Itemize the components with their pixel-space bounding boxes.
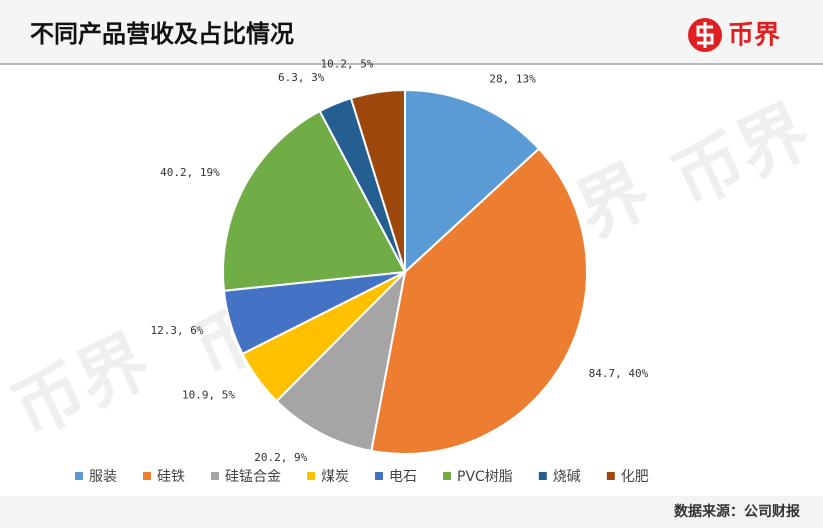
legend-label: 煤炭 — [321, 469, 349, 485]
chart-title: 不同产品营收及占比情况 — [30, 20, 294, 48]
legend-label: 服装 — [89, 469, 117, 485]
legend-swatch — [307, 472, 315, 480]
legend-label: PVC树脂 — [457, 469, 513, 485]
legend-label: 化肥 — [621, 469, 649, 485]
data-label: 10.2, 5% — [321, 57, 374, 70]
pie-slice — [275, 268, 407, 453]
legend-label: 电石 — [389, 469, 417, 485]
legend: 服装 硅铁 硅锰合金 煤炭 电石 PVC树脂 烧碱 化肥 — [75, 469, 649, 485]
legend-swatch — [143, 472, 151, 480]
data-label: 28, 13% — [489, 73, 536, 86]
legend-swatch — [75, 472, 83, 480]
pie-slice — [222, 109, 407, 292]
logo: 币界 — [688, 18, 780, 52]
pie-slice — [404, 88, 541, 275]
logo-glyph — [696, 22, 714, 48]
pie-slice — [349, 88, 406, 273]
footer-bar — [0, 496, 823, 528]
header-bar — [0, 0, 823, 64]
legend-swatch — [538, 472, 547, 480]
data-label: 6.3, 3% — [278, 71, 325, 84]
data-label: 10.9, 5% — [182, 388, 235, 401]
legend-swatch — [211, 472, 219, 480]
legend-label: 硅铁 — [157, 469, 185, 485]
legend-label: 硅锰合金 — [225, 469, 281, 485]
data-label: 12.3, 6% — [150, 324, 203, 337]
data-label: 40.2, 19% — [160, 166, 220, 179]
source-note: 数据来源：公司财报 — [674, 503, 800, 520]
legend-swatch — [375, 472, 383, 480]
pie-slice — [370, 147, 588, 455]
pie: 28, 13% 84.7, 40% 20.2, 9% 10.9, 5% 12.3, 6%… — [150, 57, 648, 463]
logo-text: 币界 — [728, 21, 780, 51]
data-label: 84.7, 40% — [589, 367, 649, 380]
data-label: 20.2, 9% — [254, 451, 307, 464]
legend-swatch — [606, 472, 615, 480]
legend-label: 烧碱 — [553, 469, 581, 485]
legend-swatch — [443, 472, 451, 480]
